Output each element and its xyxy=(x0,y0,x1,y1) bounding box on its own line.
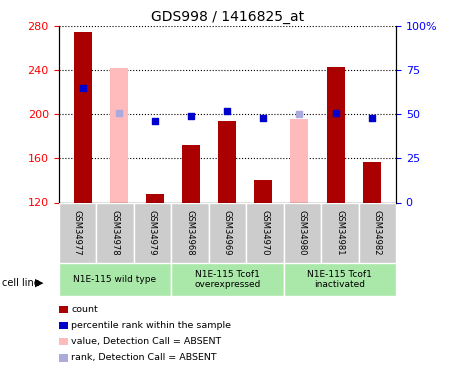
Text: GSM34969: GSM34969 xyxy=(223,210,232,255)
Bar xyxy=(110,68,128,203)
Bar xyxy=(74,32,92,202)
Point xyxy=(188,113,195,119)
Point xyxy=(260,115,267,121)
Bar xyxy=(171,263,284,296)
Text: GSM34970: GSM34970 xyxy=(260,210,269,255)
Bar xyxy=(363,162,381,202)
Point xyxy=(368,115,375,121)
Point xyxy=(224,108,231,114)
Bar xyxy=(171,202,208,262)
Point xyxy=(152,118,159,124)
Bar xyxy=(254,180,272,203)
Bar xyxy=(321,202,359,262)
Bar xyxy=(208,202,246,262)
Text: GSM34982: GSM34982 xyxy=(373,210,382,255)
Text: cell line: cell line xyxy=(2,278,40,288)
Text: GSM34979: GSM34979 xyxy=(148,210,157,255)
Bar xyxy=(146,194,164,202)
Text: count: count xyxy=(71,305,98,314)
Bar xyxy=(290,119,308,202)
Text: GSM34977: GSM34977 xyxy=(73,210,82,255)
Text: GSM34978: GSM34978 xyxy=(110,210,119,255)
Bar xyxy=(58,202,96,262)
Bar xyxy=(284,263,396,296)
Bar xyxy=(359,202,396,262)
Text: value, Detection Call = ABSENT: value, Detection Call = ABSENT xyxy=(71,337,221,346)
Text: percentile rank within the sample: percentile rank within the sample xyxy=(71,321,231,330)
Text: N1E-115 wild type: N1E-115 wild type xyxy=(73,275,156,284)
Bar xyxy=(58,263,171,296)
Point xyxy=(79,85,86,91)
Text: N1E-115 Tcof1
overexpressed: N1E-115 Tcof1 overexpressed xyxy=(194,270,261,289)
Title: GDS998 / 1416825_at: GDS998 / 1416825_at xyxy=(151,10,304,24)
Point xyxy=(115,110,122,116)
Bar xyxy=(96,202,134,262)
Bar xyxy=(246,202,284,262)
Bar xyxy=(327,67,345,203)
Point xyxy=(332,110,339,116)
Text: GSM34980: GSM34980 xyxy=(298,210,307,255)
Text: rank, Detection Call = ABSENT: rank, Detection Call = ABSENT xyxy=(71,353,217,362)
Text: GSM34981: GSM34981 xyxy=(335,210,344,255)
Text: ▶: ▶ xyxy=(36,278,44,288)
Bar xyxy=(284,202,321,262)
Text: N1E-115 Tcof1
inactivated: N1E-115 Tcof1 inactivated xyxy=(307,270,372,289)
Bar xyxy=(218,121,236,202)
Point xyxy=(296,111,303,117)
Bar xyxy=(134,202,171,262)
Bar xyxy=(182,145,200,202)
Text: GSM34968: GSM34968 xyxy=(185,210,194,255)
